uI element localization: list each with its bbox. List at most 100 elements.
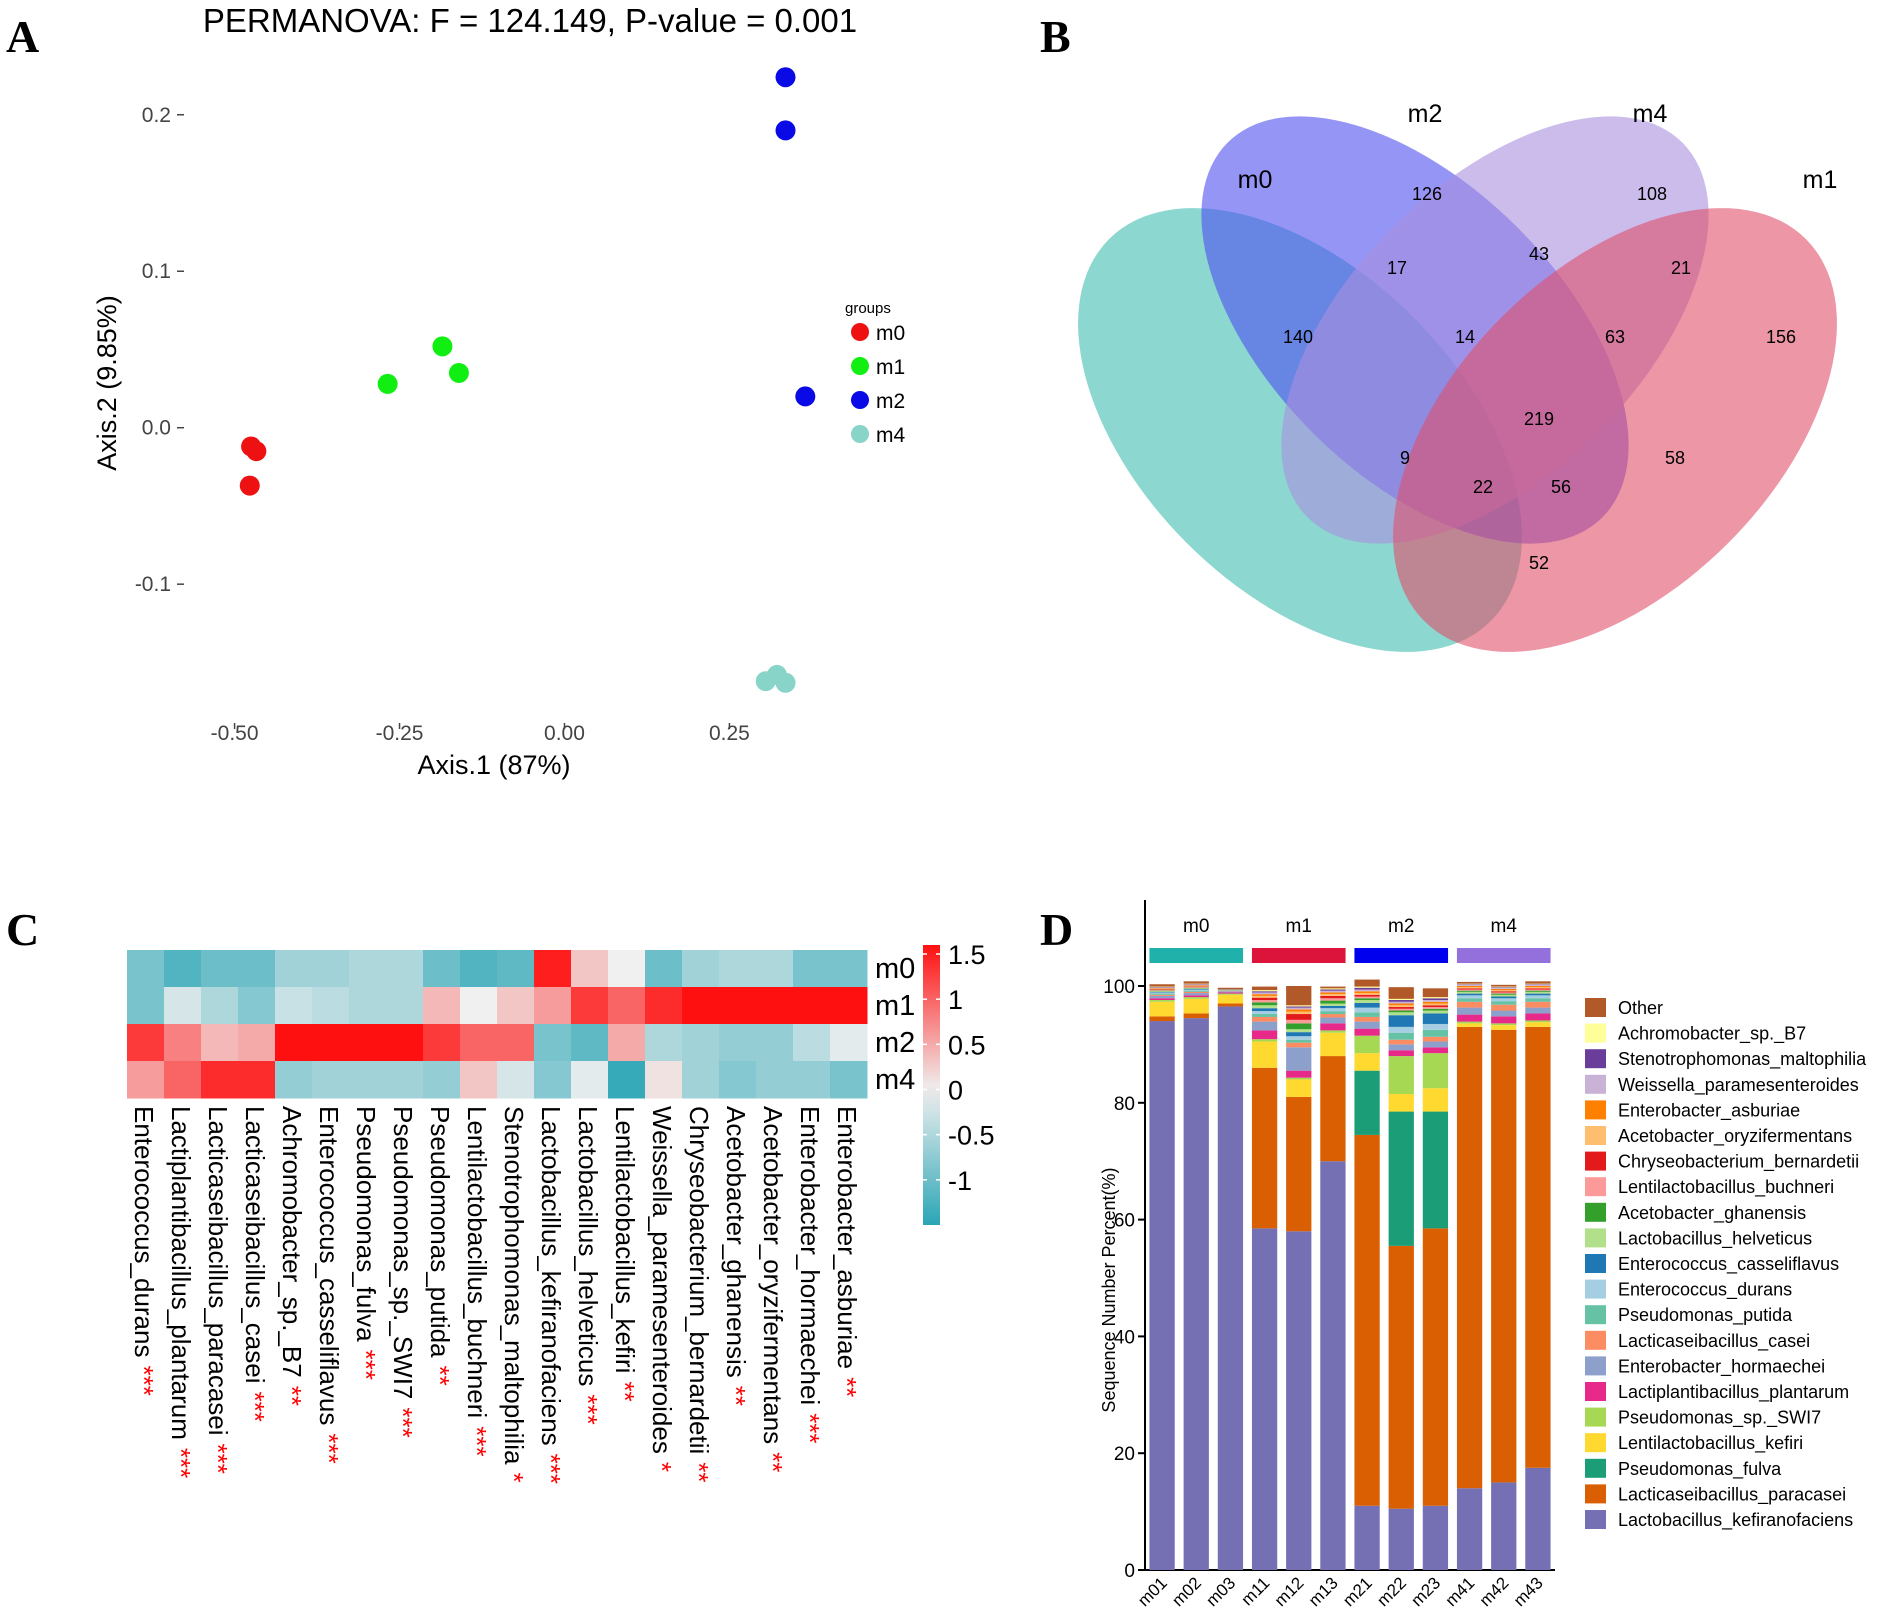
bar-segment <box>1183 991 1209 994</box>
bar-segment <box>1388 1010 1414 1013</box>
bar-segment <box>1217 990 1244 992</box>
bar-segment <box>1149 995 1175 999</box>
heatmap-cell <box>460 950 498 988</box>
venn-count-m0-m2: 17 <box>1387 258 1407 278</box>
bar-segment <box>1149 989 1175 991</box>
bar-segment <box>1525 990 1551 992</box>
panel-label-a: A <box>6 11 39 62</box>
heatmap-cell <box>127 1024 165 1062</box>
heatmap-cell <box>497 987 535 1025</box>
bar-segment <box>1354 1053 1380 1071</box>
bar-segment <box>1251 1030 1278 1040</box>
bar-segment <box>1525 983 1551 985</box>
heatmap-column-label: Stenotrophomonas_maltophilia * <box>499 1106 529 1483</box>
bar-legend-label: Lactiplantibacillus_plantarum <box>1618 1382 1849 1403</box>
heatmap-column-name: Acetobacter_ghanensis <box>721 1106 751 1378</box>
venn-set-label-m1: m1 <box>1803 166 1838 194</box>
bar-segment <box>1525 993 1551 996</box>
heatmap-cell <box>386 1024 424 1062</box>
bar-segment <box>1354 979 1380 987</box>
heatmap-cell <box>571 1024 609 1062</box>
bar-segment <box>1149 998 1175 1001</box>
bar-segment <box>1183 989 1209 991</box>
bar-segment <box>1149 990 1175 991</box>
bar-segment <box>1525 998 1551 1002</box>
heatmap-column-name: Weissella_paramesenteroides <box>647 1106 677 1454</box>
bar-legend-swatch <box>1585 1382 1606 1401</box>
heatmap-column-label: Enterococcus_durans *** <box>129 1106 159 1396</box>
bar-segment <box>1320 1008 1346 1012</box>
heatmap-significance-stars: *** <box>240 1391 270 1421</box>
bar-segment <box>1149 986 1175 988</box>
bar-segment <box>1251 1014 1278 1017</box>
heatmap-column-label: Lactiplantibacillus_plantarum *** <box>166 1106 196 1478</box>
bar-segment <box>1183 995 1209 998</box>
bar-segment <box>1183 1013 1209 1019</box>
venn-set-label-m4: m4 <box>1633 100 1668 128</box>
heatmap-cell <box>275 987 313 1025</box>
heatmap-column-label: Chryseobacterium_bernardetii ** <box>684 1106 714 1483</box>
heatmap-column-name: Lactobacillus_kefiranofaciens <box>536 1106 566 1446</box>
bar-segment <box>1286 1070 1312 1078</box>
bar-segment <box>1491 990 1517 992</box>
bar-segment <box>1491 987 1517 988</box>
bar-segment <box>1320 1032 1346 1057</box>
bar-segment <box>1388 1508 1414 1570</box>
bar-segment <box>1456 1014 1483 1022</box>
bar-group-band-m2 <box>1354 948 1449 963</box>
bar-segment <box>1388 1008 1414 1011</box>
heatmap-cell <box>793 1024 831 1062</box>
heatmap-column-label: Acetobacter_oryzifermentans ** <box>758 1106 788 1472</box>
bar-segment <box>1491 1016 1517 1024</box>
heatmap-significance-stars: * <box>499 1472 529 1482</box>
bar-segment <box>1149 1000 1175 1002</box>
bar-segment <box>1320 992 1346 995</box>
bar-x-tick-label: m11 <box>1237 1573 1273 1609</box>
bar-segment <box>1388 1026 1414 1033</box>
bar-x-tick-label: m42 <box>1476 1573 1513 1610</box>
bar-legend-label: Chryseobacterium_bernardetii <box>1618 1152 1859 1173</box>
bar-legend-label: Lactobacillus_kefiranofaciens <box>1618 1510 1853 1531</box>
pcoa-title: PERMANOVA: F = 124.149, P-value = 0.001 <box>203 2 857 39</box>
heatmap-cell <box>830 950 868 988</box>
bar-segment <box>1320 1161 1346 1570</box>
bar-segment <box>1251 991 1278 993</box>
heatmap-cell <box>460 1024 498 1062</box>
bar-x-tick-label: m12 <box>1271 1573 1308 1610</box>
bar-segment <box>1525 1013 1551 1021</box>
heatmap-column-label: Pseudomonas_sp._SWI7 *** <box>388 1106 418 1438</box>
pcoa-legend-label: m2 <box>876 390 905 413</box>
bar-segment <box>1456 995 1483 999</box>
venn-count-m2-m1: 58 <box>1665 448 1685 468</box>
bar-x-tick-label: m03 <box>1202 1573 1239 1610</box>
pcoa-point-m2 <box>775 120 796 141</box>
pcoa-point-m1 <box>377 373 398 394</box>
bar-group-label-m4: m4 <box>1491 916 1518 937</box>
bar-segment <box>1491 1029 1517 1483</box>
bar-segment <box>1525 988 1551 990</box>
bar-segment <box>1422 988 1449 998</box>
venn-count-m0-m4: 9 <box>1400 448 1410 468</box>
heatmap-cell <box>793 1061 831 1099</box>
bar-group-band-m0 <box>1149 948 1244 963</box>
bar-segment <box>1149 990 1175 992</box>
bar-segment <box>1251 990 1278 992</box>
pcoa-x-tick-label: 0.00 <box>544 722 585 745</box>
bar-segment <box>1149 991 1175 992</box>
heatmap-cell <box>756 1061 794 1099</box>
heatmap-cell <box>164 1061 202 1099</box>
venn-count-m0-m2-m1: 56 <box>1551 477 1571 497</box>
heatmap-significance-stars: *** <box>351 1350 381 1380</box>
bar-legend-swatch <box>1585 1279 1606 1299</box>
bar-y-tick-label: 80 <box>1114 1094 1135 1115</box>
heatmap-column-name: Pseudomonas_putida <box>425 1106 455 1358</box>
bar-segment <box>1183 988 1209 989</box>
bar-segment <box>1456 1021 1483 1024</box>
bar-legend-label: Acetobacter_oryzifermentans <box>1618 1126 1852 1147</box>
colorbar-tick-label: 0.5 <box>948 1030 986 1060</box>
bar-segment <box>1456 983 1483 985</box>
bar-legend-label: Other <box>1618 998 1663 1018</box>
heatmap-cell <box>571 987 609 1025</box>
